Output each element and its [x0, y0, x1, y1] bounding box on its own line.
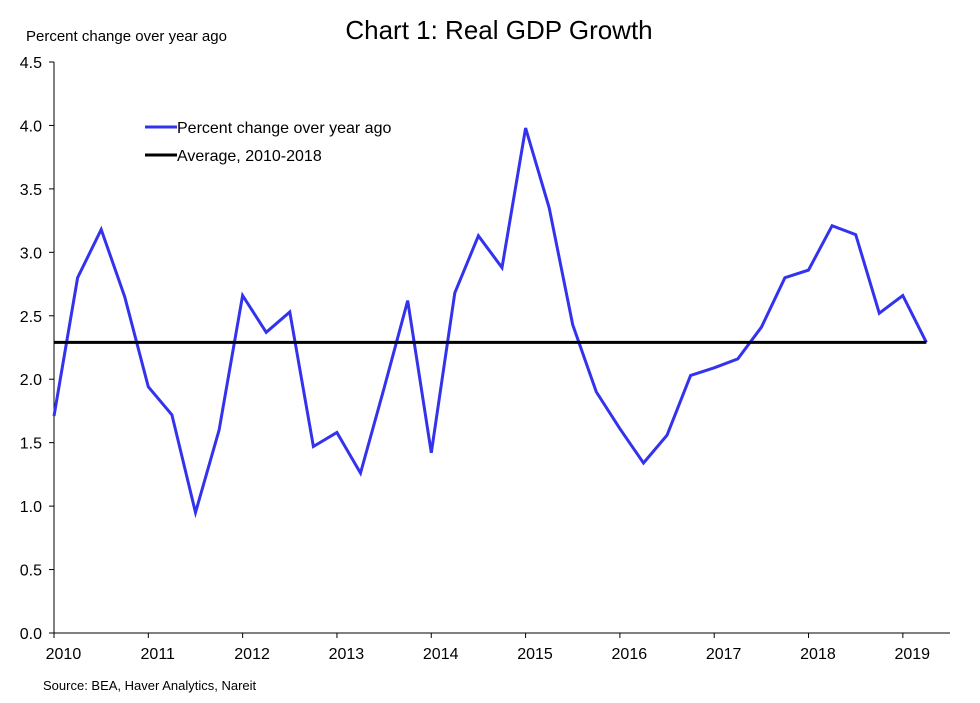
x-tick-label: 2012: [234, 646, 270, 663]
y-tick-label: 4.5: [20, 55, 42, 72]
legend: Percent change over year ago Average, 20…: [145, 120, 391, 165]
x-tick-label: 2018: [800, 646, 836, 663]
y-tick-label: 2.0: [20, 372, 42, 389]
y-tick-label: 1.5: [20, 436, 42, 453]
x-tick-label: 2011: [141, 646, 176, 663]
legend-label-growth: Percent change over year ago: [177, 120, 391, 137]
y-tick-label: 1.0: [20, 499, 42, 516]
y-axis-label: Percent change over year ago: [26, 28, 227, 45]
y-tick-label: 0.5: [20, 563, 42, 580]
y-axis: 0.0 0.5 1.0 1.5 2.0 2.5 3.0 3.5 4.0 4.5: [20, 55, 54, 643]
y-tick-label: 3.0: [20, 245, 42, 262]
chart-title: Chart 1: Real GDP Growth: [345, 15, 652, 45]
x-tick-label: 2010: [46, 646, 82, 663]
y-tick-label: 3.5: [20, 182, 42, 199]
x-tick-label: 2016: [612, 646, 648, 663]
legend-label-average: Average, 2010-2018: [177, 148, 322, 165]
x-tick-label: 2015: [517, 646, 553, 663]
x-axis: 2010 2011 2012 2013 2014 2015 2016 2017 2018 2019: [46, 633, 930, 663]
source-note: Source: BEA, Haver Analytics, Nareit: [43, 678, 257, 693]
x-tick-label: 2017: [706, 646, 742, 663]
x-tick-label: 2014: [423, 646, 459, 663]
plot-area: [52, 127, 928, 519]
x-tick-label: 2013: [329, 646, 365, 663]
series-line-growth: [52, 127, 928, 519]
y-tick-label: 2.5: [20, 309, 42, 326]
y-tick-label: 0.0: [20, 626, 42, 643]
x-tick-label: 2019: [894, 646, 930, 663]
y-tick-label: 4.0: [20, 118, 42, 135]
